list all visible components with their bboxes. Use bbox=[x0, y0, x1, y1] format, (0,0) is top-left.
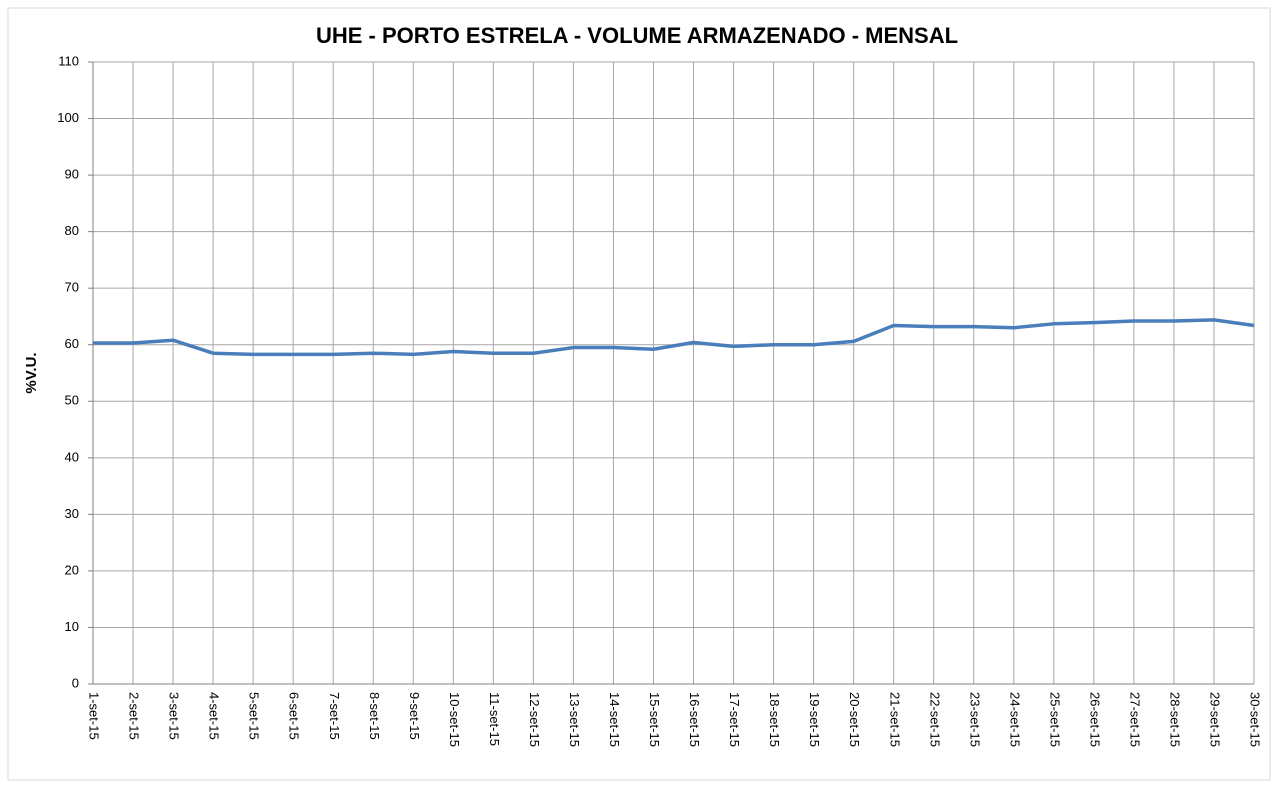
y-tick-label: 90 bbox=[65, 167, 79, 182]
y-tick-label: 80 bbox=[65, 223, 79, 238]
x-tick-label: 30-set-15 bbox=[1248, 692, 1263, 747]
x-tick-label: 23-set-15 bbox=[967, 692, 982, 747]
x-tick-label: 11-set-15 bbox=[487, 692, 502, 746]
x-tick-label: 27-set-15 bbox=[1127, 692, 1142, 747]
y-tick-label: 20 bbox=[65, 562, 79, 577]
data-line bbox=[93, 318, 1255, 357]
x-tick-label: 16-set-15 bbox=[687, 692, 702, 747]
x-tick-label: 29-set-15 bbox=[1208, 692, 1223, 747]
x-tick-label: 25-set-15 bbox=[1047, 692, 1062, 747]
y-tick-label: 60 bbox=[65, 336, 79, 351]
x-tick-label: 9-set-15 bbox=[407, 692, 422, 740]
x-tick-label: 6-set-15 bbox=[287, 692, 302, 740]
x-tick-label: 13-set-15 bbox=[567, 692, 582, 747]
x-tick-label: 10-set-15 bbox=[447, 692, 462, 747]
x-tick-label: 15-set-15 bbox=[647, 692, 662, 747]
chart-border bbox=[7, 7, 1271, 781]
y-tick-label: 0 bbox=[72, 675, 79, 690]
y-tick-label: 100 bbox=[57, 110, 79, 125]
x-tick-label: 14-set-15 bbox=[607, 692, 622, 747]
chart-title: UHE - PORTO ESTRELA - VOLUME ARMAZENADO … bbox=[316, 23, 958, 48]
x-tick-label: 5-set-15 bbox=[247, 692, 262, 740]
y-tick-label: 40 bbox=[65, 449, 79, 464]
y-tick-label: 70 bbox=[65, 280, 79, 295]
y-tick-label: 30 bbox=[65, 506, 79, 521]
x-tick-label: 1-set-15 bbox=[87, 692, 102, 740]
x-tick-label: 28-set-15 bbox=[1167, 692, 1182, 747]
x-tick-label: 8-set-15 bbox=[367, 692, 382, 740]
x-tick-label: 17-set-15 bbox=[727, 692, 742, 747]
x-tick-label: 20-set-15 bbox=[847, 692, 862, 747]
x-tick-label: 3-set-15 bbox=[167, 692, 182, 740]
y-tick-label: 10 bbox=[65, 619, 79, 634]
x-tick-label: 26-set-15 bbox=[1087, 692, 1102, 747]
x-tick-label: 21-set-15 bbox=[887, 692, 902, 747]
x-tick-label: 12-set-15 bbox=[527, 692, 542, 747]
x-tick-label: 22-set-15 bbox=[927, 692, 942, 747]
x-tick-label: 4-set-15 bbox=[207, 692, 222, 740]
y-tick-label: 50 bbox=[65, 393, 79, 408]
x-tick-label: 2-set-15 bbox=[127, 692, 142, 740]
x-tick-label: 18-set-15 bbox=[767, 692, 782, 747]
x-tick-label: 24-set-15 bbox=[1007, 692, 1022, 747]
y-tick-label: 110 bbox=[58, 53, 79, 68]
y-axis-label: %V.U. bbox=[23, 352, 40, 393]
x-tick-label: 7-set-15 bbox=[327, 692, 342, 740]
x-tick-label: 19-set-15 bbox=[807, 692, 822, 747]
